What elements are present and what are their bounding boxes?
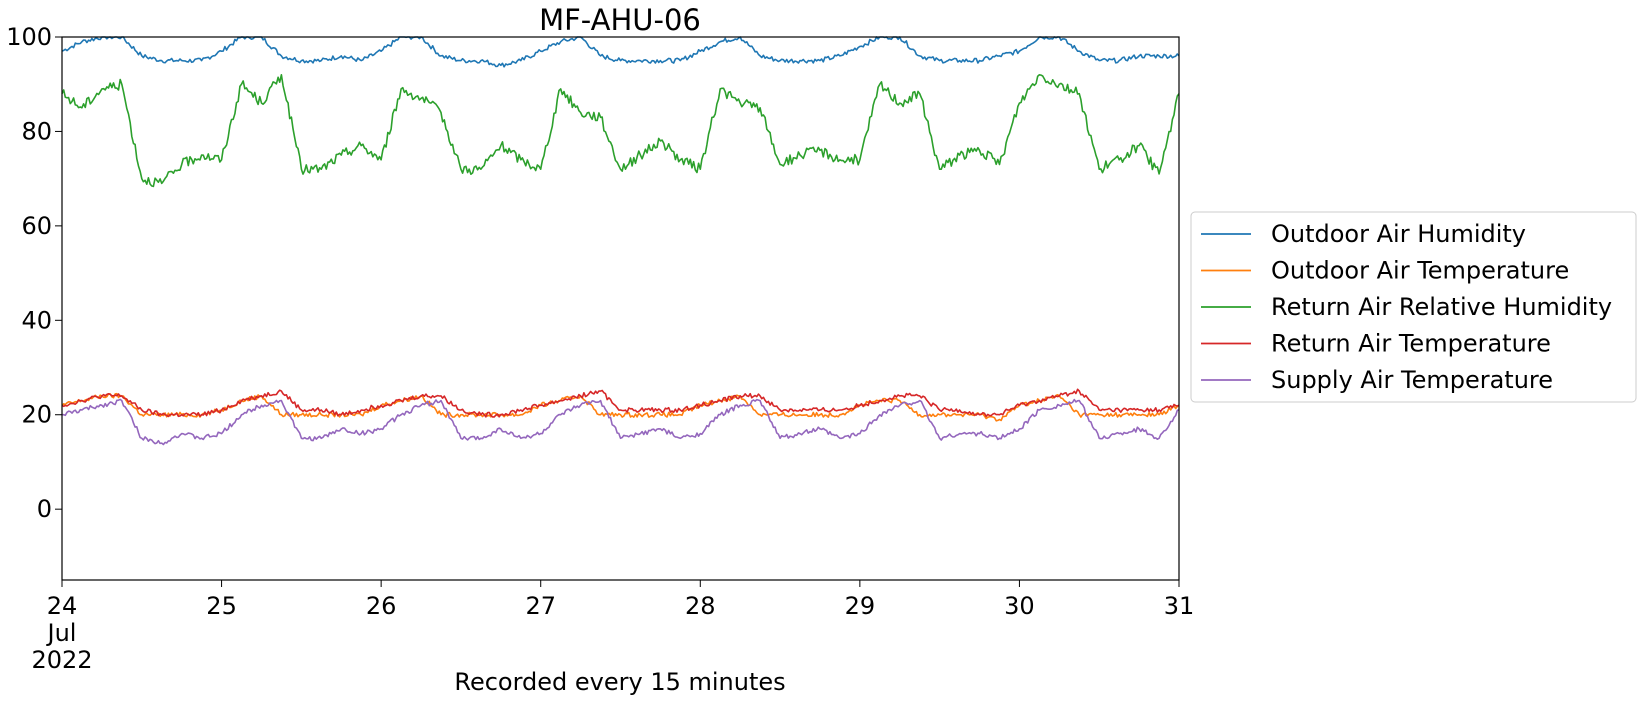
x-tick-label: 25 [206, 592, 237, 620]
legend-label: Outdoor Air Temperature [1271, 257, 1569, 285]
legend-label: Return Air Relative Humidity [1271, 293, 1612, 321]
series-line [61, 392, 1180, 422]
series-line [62, 398, 1180, 446]
legend-label: Return Air Temperature [1271, 330, 1551, 358]
chart-title: MF-AHU-06 [539, 3, 701, 37]
y-tick-label: 100 [6, 23, 52, 51]
y-tick-label: 40 [21, 306, 52, 334]
x-axis-label: Recorded every 15 minutes [454, 668, 785, 696]
legend-box [1190, 211, 1637, 403]
x-tick-sublabel-year: 2022 [31, 646, 92, 674]
legend: Outdoor Air Humidity Outdoor Air Temperat… [1190, 211, 1637, 403]
x-tick-label: 26 [366, 592, 397, 620]
plot-frame [61, 36, 1180, 581]
x-tick-label: 24 [47, 592, 78, 620]
series-line [61, 388, 1180, 418]
x-tick-sublabel-month: Jul [46, 619, 77, 647]
y-tick-label: 20 [21, 401, 52, 429]
y-axis: 0 20 40 60 80 100 [6, 23, 62, 523]
x-tick-label: 29 [845, 592, 876, 620]
x-tick-label: 28 [685, 592, 716, 620]
legend-label: Outdoor Air Humidity [1271, 220, 1526, 248]
legend-label: Supply Air Temperature [1271, 366, 1553, 394]
x-tick-label: 30 [1004, 592, 1035, 620]
y-tick-label: 0 [37, 495, 52, 523]
y-tick-label: 80 [21, 117, 52, 145]
series-line [61, 74, 1180, 188]
x-tick-label: 27 [525, 592, 556, 620]
x-tick-label: 31 [1164, 592, 1195, 620]
y-tick-label: 60 [21, 212, 52, 240]
